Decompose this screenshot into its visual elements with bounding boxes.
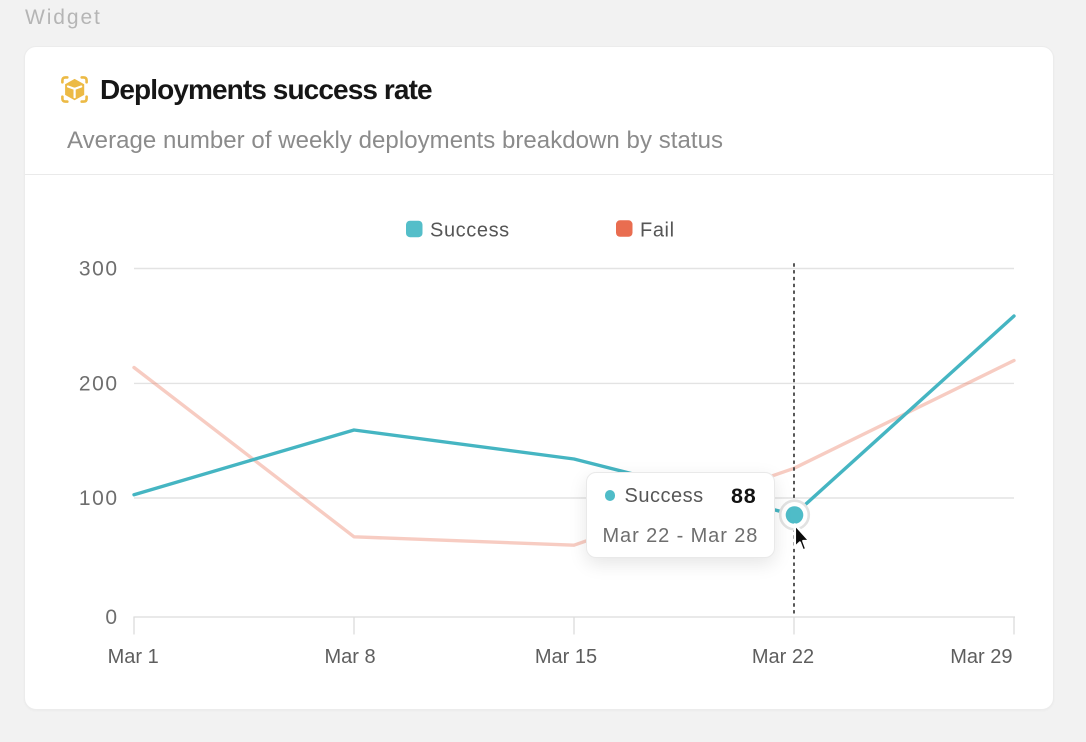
svg-text:Mar 22: Mar 22 — [752, 646, 814, 668]
svg-text:0: 0 — [105, 606, 118, 629]
svg-text:Mar 8: Mar 8 — [324, 646, 375, 668]
svg-text:Mar 15: Mar 15 — [535, 646, 597, 668]
svg-text:100: 100 — [79, 487, 119, 510]
svg-text:Success: Success — [430, 220, 510, 242]
svg-text:Mar 1: Mar 1 — [108, 646, 159, 668]
svg-text:Mar 29: Mar 29 — [950, 646, 1012, 668]
svg-text:300: 300 — [79, 258, 119, 281]
svg-text:200: 200 — [79, 373, 119, 396]
svg-text:Fail: Fail — [640, 220, 675, 242]
